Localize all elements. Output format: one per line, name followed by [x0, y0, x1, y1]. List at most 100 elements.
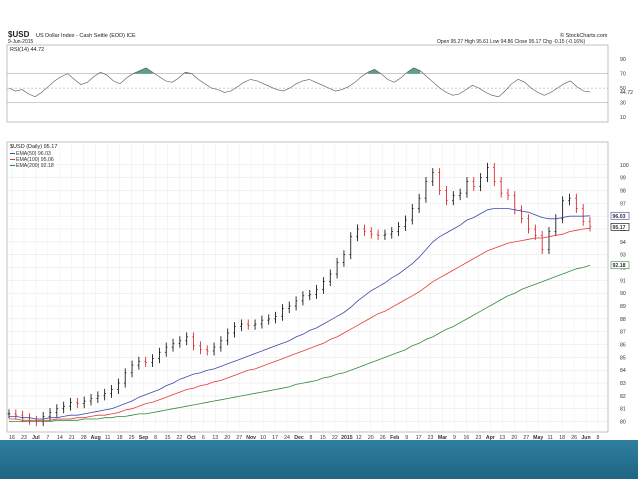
date-tick-label: Jul [32, 435, 40, 441]
date-tick-label: 25 [129, 435, 135, 441]
date-tick-label: 8 [597, 435, 600, 441]
ema200-line [9, 264, 591, 422]
price-bars [7, 162, 592, 427]
date-tick-label: 7 [46, 435, 49, 441]
rsi-panel-frame [6, 44, 609, 123]
date-tick-label: 14 [57, 435, 63, 441]
date-tick-label: 11 [547, 435, 552, 441]
legend-entry: EMA(100) 95.06 [16, 157, 54, 163]
rsi-last-value: 44.72 [620, 90, 633, 96]
rsi-overbought-fill [133, 67, 153, 74]
legend-entry: EMA(200) 92.18 [16, 163, 54, 169]
date-tick-label: 8 [310, 435, 313, 441]
price-panel-frame [6, 141, 609, 433]
rsi-tick-label: 90 [620, 57, 626, 63]
ema100-line [9, 227, 591, 421]
date-tick-label: 28 [81, 435, 87, 441]
price-tick-label: 85 [620, 355, 626, 361]
date-tick-label: 9 [453, 435, 456, 441]
chart-watermark: © StockCharts.com [560, 32, 608, 39]
date-tick-label: 22 [177, 435, 183, 441]
date-tick-label: 27 [523, 435, 529, 441]
price-y-axis: 8081828384858687888990919293949596979899… [620, 163, 629, 426]
rsi-overbought-fill [368, 69, 382, 74]
price-label-text: 95.17 [613, 225, 626, 231]
date-axis: 16 23 Jul 7 14 21 28 Aug 11 18 25 Sep 8 15 22 Oct 6 13 20 2… [9, 435, 599, 441]
rsi-title: RSI(14) 44.72 [10, 47, 44, 53]
price-title: $USD (Daily) 95.17 [10, 144, 57, 150]
price-tick-label: 100 [620, 163, 629, 169]
date-tick-label: 18 [117, 435, 123, 441]
date-tick-label: 26 [571, 435, 577, 441]
date-tick-label: 17 [272, 435, 278, 441]
date-tick-label: 20 [224, 435, 230, 441]
rsi-tick-label: 30 [620, 101, 626, 107]
date-tick-label: 15 [320, 435, 326, 441]
date-tick-label: 21 [69, 435, 75, 441]
date-tick-label: 27 [236, 435, 242, 441]
date-tick-label: Sep [139, 435, 149, 441]
price-tick-label: 80 [620, 420, 626, 426]
date-tick-label: 22 [332, 435, 338, 441]
price-grid [7, 142, 608, 432]
date-tick-label: Oct [187, 435, 196, 441]
price-tick-label: 83 [620, 381, 626, 387]
ema50-line [9, 208, 591, 420]
date-tick-label: Feb [390, 435, 399, 441]
date-tick-label: 16 [9, 435, 15, 441]
date-tick-label: 8 [154, 435, 157, 441]
price-tick-label: 87 [620, 330, 626, 336]
rsi-y-axis: 10 30 50 70 90 44.72 [620, 57, 633, 121]
date-tick-label: 17 [416, 435, 422, 441]
date-tick-label: 23 [476, 435, 482, 441]
rsi-tick-label: 70 [620, 72, 626, 78]
price-label-box [610, 212, 630, 220]
price-last-labels: 96.03 95.17 92.18 [610, 212, 630, 270]
date-tick-label: May [533, 435, 543, 441]
price-tick-label: 88 [620, 317, 626, 323]
date-tick-label: 13 [499, 435, 505, 441]
slide-top [0, 0, 638, 30]
chart-ohlc: Open 95.27 High 95.61 Low 94.86 Close 95… [437, 39, 585, 45]
price-tick-label: 90 [620, 291, 626, 297]
date-tick-label: 11 [105, 435, 110, 441]
price-tick-label: 81 [620, 407, 626, 413]
date-tick-label: Dec [294, 435, 304, 441]
date-tick-label: 18 [559, 435, 565, 441]
date-tick-label: 20 [511, 435, 517, 441]
date-tick-label: 15 [165, 435, 171, 441]
legend-entry: EMA(50) 96.03 [16, 151, 51, 157]
date-tick-label: Apr [486, 435, 495, 441]
rsi-tick-label: 50 [620, 86, 626, 92]
price-tick-label: 97 [620, 201, 626, 207]
date-tick-label: 23 [21, 435, 27, 441]
price-label-box [610, 261, 630, 270]
price-tick-label: 82 [620, 394, 626, 400]
price-tick-label: 94 [620, 240, 626, 246]
date-tick-label: 23 [428, 435, 434, 441]
date-tick-label: 24 [284, 435, 290, 441]
price-tick-label: 99 [620, 176, 626, 182]
chart-symbol: $USD [8, 30, 30, 39]
rsi-overbought-fill [407, 67, 421, 74]
date-tick-label: 12 [356, 435, 362, 441]
date-tick-label: Aug [91, 435, 101, 441]
price-tick-label: 93 [620, 253, 626, 259]
date-tick-label: 20 [368, 435, 374, 441]
price-label-text: 92.18 [613, 263, 626, 269]
price-label-box [610, 223, 630, 231]
price-label-text: 96.03 [613, 214, 626, 220]
price-tick-label: 86 [620, 343, 626, 349]
price-tick-label: 89 [620, 304, 626, 310]
date-tick-label: Mar [438, 435, 447, 441]
chart-name: US Dollar Index - Cash Settle (EOD) ICE [36, 33, 136, 39]
date-tick-label: 26 [380, 435, 386, 441]
date-tick-label: 13 [212, 435, 218, 441]
date-tick-label: 10 [260, 435, 266, 441]
rsi-line [8, 67, 591, 98]
slide-footer-band [0, 440, 638, 479]
price-tick-label: 98 [620, 189, 626, 195]
date-tick-label: Nov [246, 435, 256, 441]
